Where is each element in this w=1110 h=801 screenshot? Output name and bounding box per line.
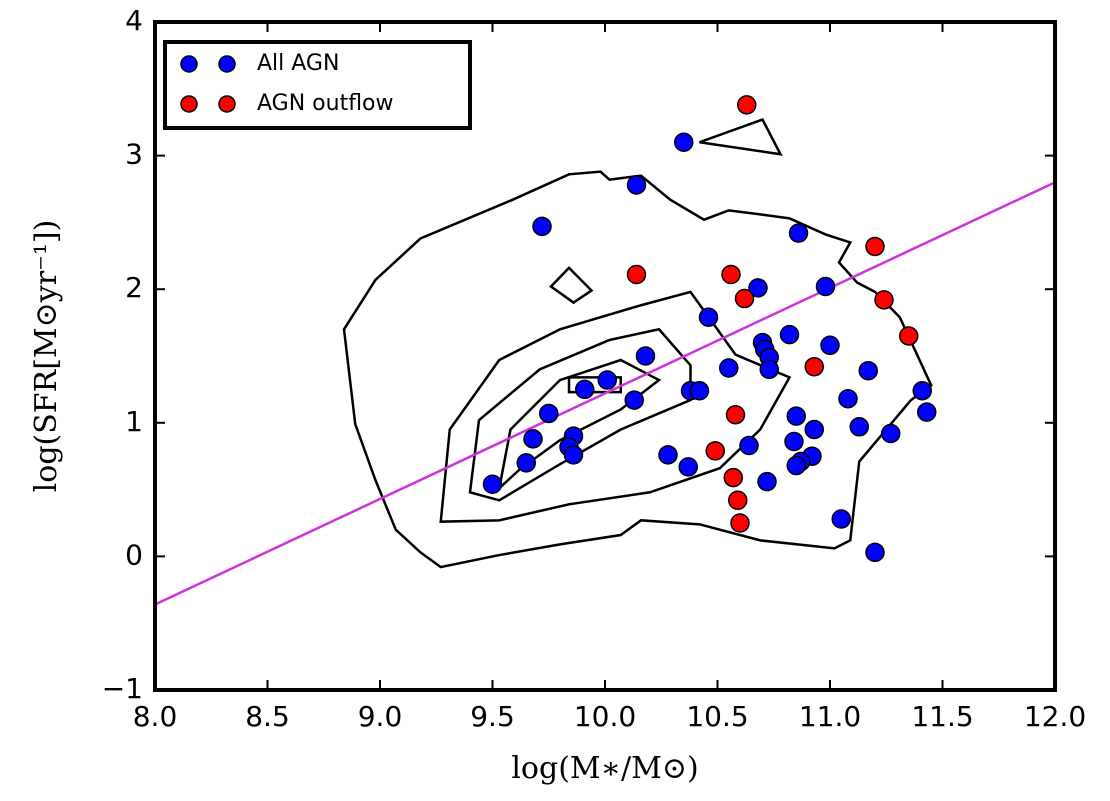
data-point — [626, 175, 647, 195]
data-point — [815, 276, 836, 297]
data-point — [739, 435, 759, 456]
data-point — [784, 431, 804, 452]
y-tick-label: −1 — [102, 672, 143, 705]
legend-marker — [180, 95, 198, 113]
x-tick-label: 8.0 — [133, 700, 178, 733]
data-point — [804, 419, 824, 440]
data-point — [597, 370, 617, 390]
data-point — [723, 467, 743, 488]
data-point — [626, 264, 647, 285]
data-point — [689, 380, 710, 401]
data-point — [698, 307, 719, 328]
legend-label: All AGN — [257, 51, 339, 76]
x-axis-label: log(M∗/M⊙) — [511, 751, 698, 786]
x-tick-label: 12.0 — [1024, 700, 1086, 733]
x-tick-label: 10.5 — [686, 700, 748, 733]
data-point — [865, 542, 885, 563]
data-point — [705, 441, 725, 461]
data-point — [658, 445, 678, 465]
data-point — [874, 290, 894, 310]
data-point — [730, 513, 750, 533]
data-point — [482, 474, 503, 495]
data-point — [539, 403, 559, 424]
contour — [549, 266, 594, 305]
legend-marker — [218, 55, 236, 73]
data-point — [635, 346, 656, 366]
data-point — [804, 356, 824, 377]
data-point — [865, 236, 885, 257]
x-tick-label: 9.0 — [358, 700, 403, 733]
legend-label: AGN outflow — [257, 91, 394, 116]
data-point — [674, 132, 694, 152]
y-tick-label: 1 — [125, 405, 143, 438]
data-point — [728, 490, 748, 511]
data-point — [575, 379, 595, 400]
legend-marker — [218, 95, 236, 113]
y-tick-label: 0 — [125, 538, 143, 571]
data-point — [849, 417, 869, 437]
data-point — [678, 457, 698, 477]
data-point — [912, 380, 932, 401]
data-point — [820, 335, 840, 356]
data-point — [734, 288, 755, 309]
data-point — [757, 471, 777, 492]
x-tick-label: 11.5 — [911, 700, 973, 733]
data-point — [838, 389, 858, 409]
data-point — [532, 216, 552, 237]
plot-frame — [153, 20, 1057, 692]
x-tick-label: 8.5 — [245, 700, 290, 733]
data-point — [725, 405, 746, 425]
contour — [699, 117, 783, 156]
contour — [468, 327, 692, 502]
fit-line — [155, 181, 1055, 606]
data-point — [748, 278, 768, 298]
x-tick-label: 9.5 — [470, 700, 515, 733]
data-point — [624, 390, 644, 410]
y-tick-label: 3 — [125, 138, 143, 171]
data-point — [779, 324, 800, 345]
data-point — [788, 223, 809, 243]
legend-marker — [180, 55, 198, 73]
data-point — [523, 429, 543, 449]
data-point — [737, 95, 757, 115]
data-point — [719, 358, 739, 378]
data-point — [563, 445, 584, 465]
data-point — [917, 402, 937, 422]
y-tick-label: 4 — [125, 4, 143, 37]
data-point — [786, 455, 806, 476]
data-point — [721, 264, 741, 285]
y-axis-label: log(SFR[M⊙yr⁻¹]) — [29, 220, 64, 493]
data-point — [516, 453, 536, 473]
y-tick-label: 2 — [125, 271, 143, 304]
data-point — [881, 423, 901, 444]
data-point — [831, 509, 851, 529]
data-point — [786, 406, 806, 426]
data-point — [759, 359, 779, 380]
x-tick-label: 11.0 — [799, 700, 861, 733]
data-point — [858, 360, 878, 381]
x-tick-label: 10.0 — [574, 700, 636, 733]
legend-box — [163, 40, 472, 130]
data-point — [899, 326, 919, 346]
plot-area — [155, 95, 1055, 606]
